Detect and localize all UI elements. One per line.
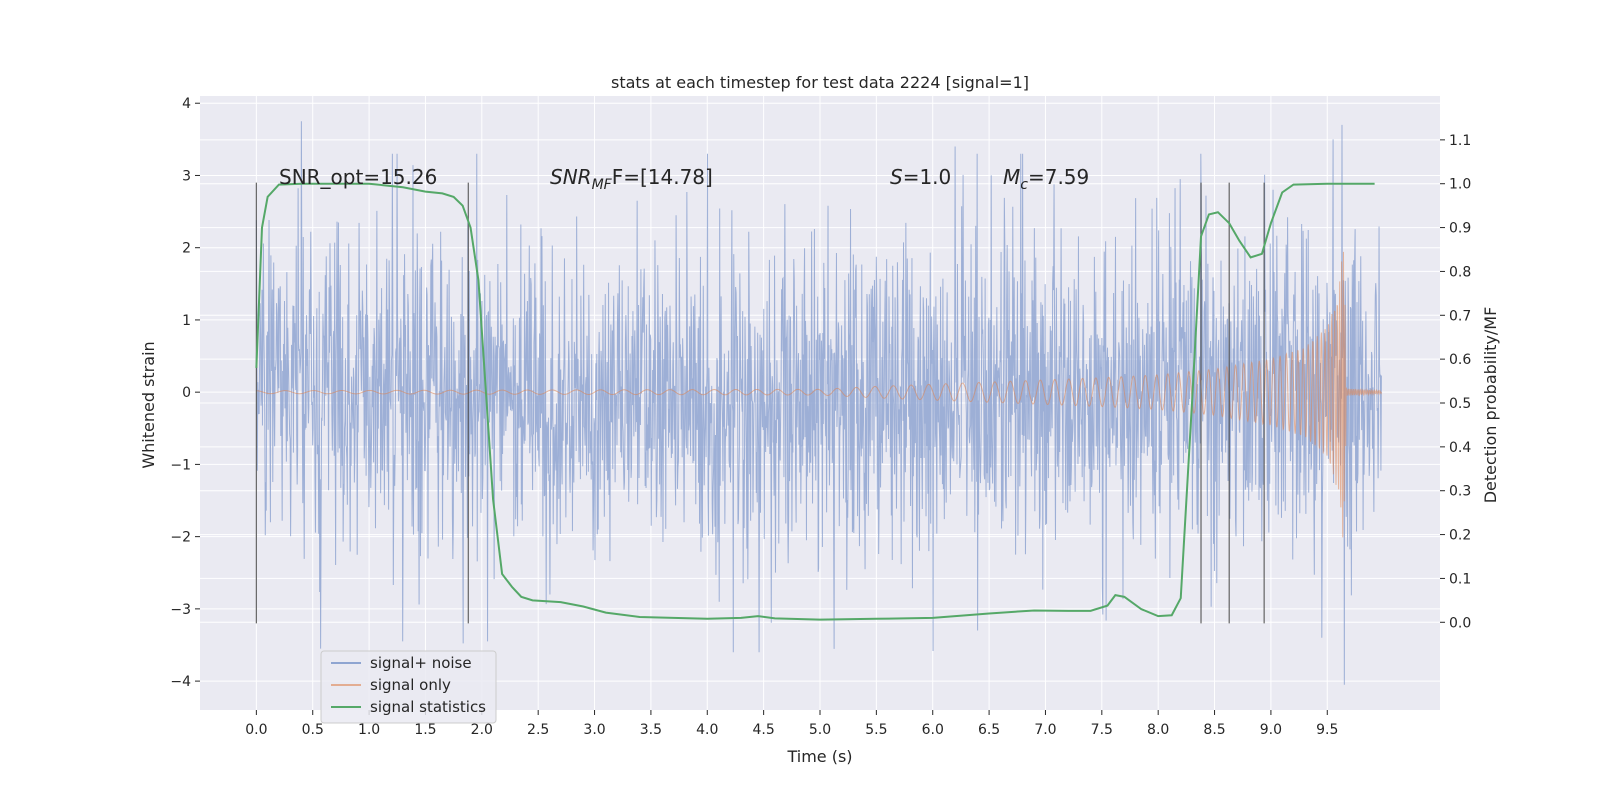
legend-label-signal-noise: signal+ noise (370, 654, 472, 672)
y-right-tick-label: 0.4 (1449, 440, 1471, 456)
x-tick-label: 5.5 (865, 722, 887, 738)
y-right-tick-label: 0.5 (1449, 396, 1471, 412)
y-tick-label: 4 (182, 96, 191, 112)
annotation-mc: Mc=7.59 (1003, 165, 1089, 193)
y-tick-label: −1 (170, 457, 191, 473)
x-tick-label: 2.0 (471, 722, 493, 738)
y-right-tick-label: 0.3 (1449, 484, 1471, 500)
y-right-tick-label: 0.6 (1449, 352, 1471, 368)
y-right-tick-label: 0.2 (1449, 528, 1471, 544)
y-right-tick-label: 0.0 (1449, 615, 1471, 631)
vertical-lines (255, 182, 1265, 624)
y-tick-label: −3 (170, 602, 191, 618)
x-tick-label: 8.0 (1147, 722, 1169, 738)
chart-title: stats at each timestep for test data 222… (611, 73, 1029, 92)
x-tick-label: 7.0 (1034, 722, 1056, 738)
y-tick-label: 0 (182, 385, 191, 401)
y-tick-label: −4 (170, 674, 191, 690)
y-right-tick-label: 0.9 (1449, 221, 1471, 237)
signal-noise-series (255, 121, 1382, 685)
x-tick-label: 0.5 (302, 722, 324, 738)
x-tick-label: 3.5 (640, 722, 662, 738)
y-right-tick-label: 1.0 (1449, 177, 1471, 193)
x-tick-label: 6.5 (978, 722, 1000, 738)
y-right-tick-label: 0.8 (1449, 264, 1471, 280)
signal-only-line (256, 251, 1382, 538)
annotation-snr-mf: SNRMFF=[14.78] (550, 165, 713, 193)
legend-label-signal-statistics: signal statistics (370, 698, 486, 716)
y-right-tick-label: 0.1 (1449, 571, 1471, 587)
x-tick-label: 1.5 (414, 722, 436, 738)
y-tick-label: 2 (182, 241, 191, 257)
y-axis-label: Whitened strain (139, 341, 158, 468)
x-tick-label: 9.0 (1260, 722, 1282, 738)
x-tick-label: 6.0 (922, 722, 944, 738)
y-right-tick-label: 0.7 (1449, 308, 1471, 324)
legend: signal+ noise signal only signal statist… (320, 650, 497, 724)
legend-label-signal-only: signal only (370, 676, 451, 694)
annotation-s: S=1.0 (890, 165, 951, 189)
y-right-tick-label: 1.1 (1449, 133, 1471, 149)
signal-statistics-line (255, 182, 1375, 621)
signal-statistics-series (255, 182, 1375, 621)
signal-only-series (256, 251, 1382, 538)
x-tick-label: 1.0 (358, 722, 380, 738)
y-tick-label: −2 (170, 530, 191, 546)
x-tick-label: 8.5 (1203, 722, 1225, 738)
x-tick-label: 7.5 (1091, 722, 1113, 738)
tick-labels: 0.0 0.5 1.0 1.5 2.0 2.5 3.0 3.5 4.0 4.5 5.0 5.5 6.0 6… (170, 96, 1471, 738)
x-tick-label: 4.5 (753, 722, 775, 738)
x-tick-label: 2.5 (527, 722, 549, 738)
legend-box (320, 650, 497, 724)
x-tick-label: 3.0 (583, 722, 605, 738)
x-tick-label: 4.0 (696, 722, 718, 738)
x-axis-label: Time (s) (786, 747, 852, 766)
y-axis-right-label: Detection probability/MF (1481, 307, 1500, 504)
y-tick-label: 3 (182, 168, 191, 184)
annotations: SNR_opt=15.26 SNRMFF=[14.78] S=1.0 Mc=7.… (279, 165, 1089, 193)
x-tick-label: 0.0 (245, 722, 267, 738)
signal-noise-line (255, 121, 1382, 685)
annotation-snr-opt: SNR_opt=15.26 (279, 165, 437, 189)
x-tick-label: 9.5 (1316, 722, 1338, 738)
y-tick-label: 1 (182, 313, 191, 329)
x-tick-label: 5.0 (809, 722, 831, 738)
